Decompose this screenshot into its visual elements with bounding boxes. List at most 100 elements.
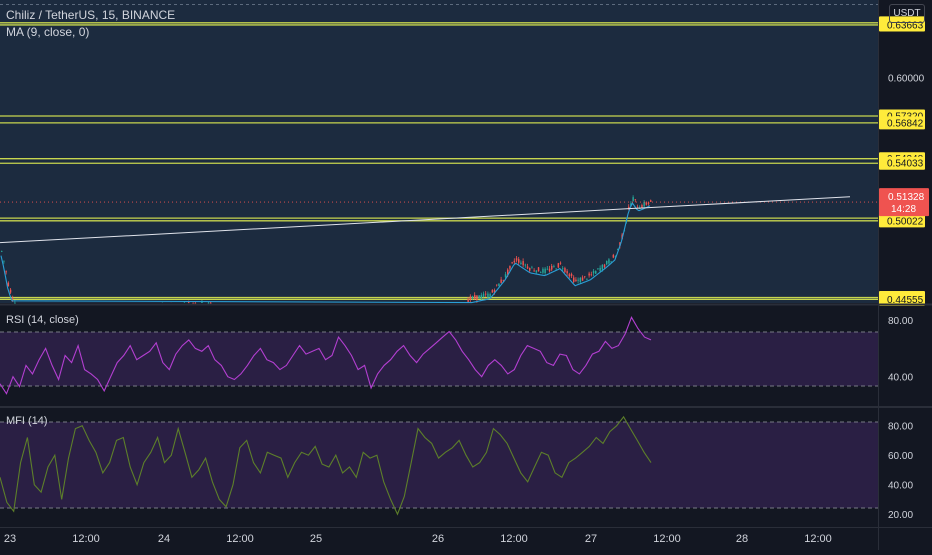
mfi-title: MFI (14) (6, 415, 48, 427)
candle-body (489, 294, 491, 297)
price-pane[interactable] (0, 0, 878, 303)
level-badge-text: 0.63663 (887, 20, 924, 31)
candle-body (559, 262, 562, 264)
candle-body (207, 302, 210, 304)
candle-body (599, 267, 601, 272)
candle-body (524, 264, 527, 266)
candle-body (511, 262, 513, 264)
time-tick: 27 (585, 533, 597, 545)
candle-body (520, 262, 522, 265)
candle-body (1, 250, 3, 252)
horizontal-levels (0, 22, 878, 300)
candle-body (500, 279, 502, 283)
candle-body (586, 278, 588, 280)
current-price-badge (879, 188, 929, 217)
candle-body (518, 259, 520, 263)
candle-body (570, 273, 573, 276)
candle-body (542, 268, 544, 273)
candle-body (531, 267, 533, 269)
candle-body (568, 274, 571, 277)
candle-body (584, 276, 586, 278)
candle-body (529, 267, 531, 271)
candle-body (478, 295, 480, 299)
candle-body (474, 295, 476, 299)
time-axis[interactable]: 23 12:00 24 12:00 25 26 12:00 27 12:00 28 12:00 (4, 0, 832, 545)
candle-body (192, 303, 194, 304)
candle-body (581, 277, 584, 281)
mfi-line (0, 415, 652, 516)
candle-body (551, 265, 553, 270)
rsi-tick: 80.00 (888, 316, 913, 327)
symbol-legend[interactable]: Chiliz / TetherUS, 15, BINANCE (6, 8, 176, 22)
mfi-tick: 60.00 (888, 451, 913, 462)
candle-body (588, 273, 590, 276)
candle-body (471, 296, 474, 299)
currency-badge[interactable]: USDT (889, 4, 925, 23)
candle-body (526, 266, 529, 269)
candle-body (577, 279, 579, 281)
candle-body (562, 268, 564, 270)
candle-body (641, 205, 643, 208)
candles (0, 195, 878, 306)
candle-body (5, 271, 7, 273)
candle-body (469, 296, 472, 300)
candle-body (502, 279, 505, 281)
rsi-line (0, 316, 652, 395)
candle-body (617, 248, 619, 250)
candle-body (645, 202, 648, 205)
candle-body (608, 259, 610, 264)
candle-body (579, 277, 582, 283)
candle-body (487, 293, 489, 298)
time-tick: 12:00 (804, 533, 832, 545)
rsi-tick: 40.00 (888, 373, 913, 384)
candle-body (557, 263, 560, 268)
level-badge (879, 214, 925, 228)
candle-body (544, 268, 546, 274)
price-tick: 0.60000 (888, 74, 925, 85)
level-badge (879, 116, 925, 130)
candle-body (476, 295, 478, 301)
candle-body (592, 271, 595, 274)
level-badge (879, 292, 925, 306)
candle-body (632, 197, 634, 202)
level-badge (879, 156, 925, 170)
time-tick: 26 (432, 533, 444, 545)
candle-body (610, 261, 612, 263)
trendline (0, 196, 851, 244)
candle-body (498, 283, 500, 287)
candle-body (548, 268, 551, 272)
mfi-tick: 80.00 (888, 422, 913, 433)
candle-body (513, 260, 516, 263)
candle-body (188, 302, 190, 304)
candle-body (647, 202, 650, 204)
candle-body (485, 293, 487, 295)
candle-body (3, 260, 5, 262)
candle-body (575, 279, 577, 282)
candle-body (509, 265, 511, 269)
time-tick: 28 (736, 533, 748, 545)
rsi-indicator (0, 316, 878, 395)
candle-body (537, 267, 540, 272)
time-tick: 12:00 (72, 533, 100, 545)
candle-body (7, 282, 10, 287)
candle-body (628, 206, 630, 209)
candle-body (643, 202, 645, 207)
candle-body (540, 272, 542, 274)
mfi-tick: 20.00 (888, 510, 913, 521)
candle-body (496, 284, 498, 286)
candle-body (535, 270, 538, 273)
candle-body (515, 258, 518, 261)
mfi-tick: 40.00 (888, 481, 913, 492)
candle-body (566, 271, 568, 274)
candle-body (482, 293, 485, 297)
time-tick: 12:00 (500, 533, 528, 545)
candle-body (590, 274, 593, 276)
time-tick: 25 (310, 533, 322, 545)
mfi-indicator (0, 415, 878, 516)
candle-body (650, 200, 652, 202)
candle-body (597, 268, 599, 270)
level-badge-text: 0.54033 (887, 159, 924, 170)
ma-legend[interactable]: MA (9, close, 0) (6, 25, 90, 39)
